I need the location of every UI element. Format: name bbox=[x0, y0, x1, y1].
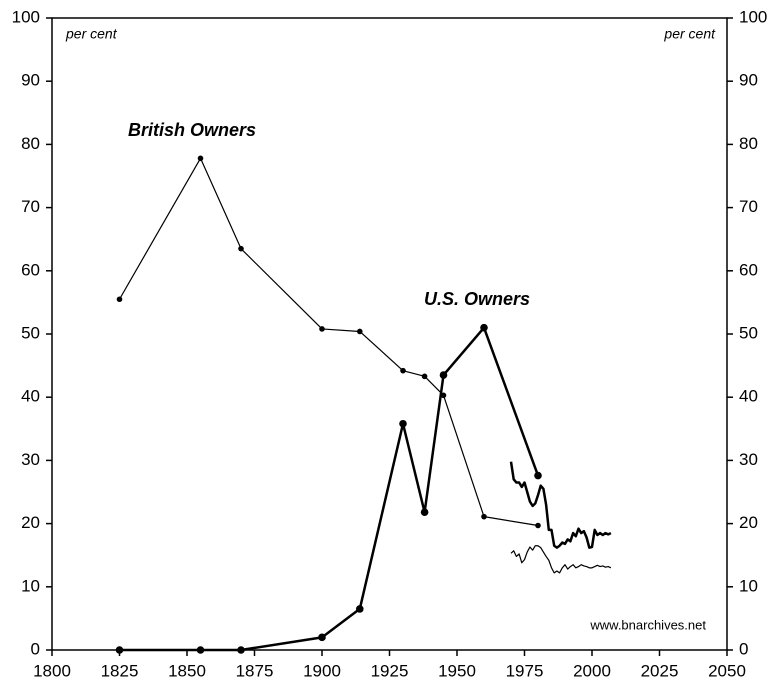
x-tick-label: 1800 bbox=[33, 661, 71, 680]
point bbox=[197, 155, 204, 162]
x-tick-label: 2000 bbox=[573, 661, 611, 680]
series-name: British Owners bbox=[128, 120, 256, 140]
point bbox=[357, 328, 363, 335]
y2-tick-label: 40 bbox=[739, 387, 758, 406]
series-line bbox=[509, 461, 612, 549]
point bbox=[196, 646, 205, 654]
x-tick-label: 1900 bbox=[303, 661, 341, 680]
y2-tick-label: 70 bbox=[739, 197, 758, 216]
y2-tick-label: 90 bbox=[739, 71, 758, 90]
y-tick-label: 20 bbox=[21, 513, 40, 532]
point bbox=[319, 326, 325, 332]
point bbox=[318, 633, 326, 642]
y2-tick-label: 20 bbox=[739, 513, 758, 532]
point bbox=[116, 296, 123, 303]
point bbox=[356, 605, 364, 613]
y-tick-label: 30 bbox=[21, 450, 40, 469]
y2-tick-label: 0 bbox=[739, 639, 748, 658]
y2-axis-label: per cent bbox=[663, 26, 716, 42]
series-name: U.S. Owners bbox=[424, 289, 530, 309]
x-tick-label: 2025 bbox=[641, 661, 679, 680]
x-tick-label: 2050 bbox=[708, 661, 746, 680]
point bbox=[534, 471, 542, 480]
point bbox=[115, 646, 124, 654]
y-tick-label: 10 bbox=[21, 576, 40, 595]
point bbox=[399, 419, 407, 428]
y-tick-label: 50 bbox=[21, 323, 40, 342]
point bbox=[481, 513, 487, 520]
point bbox=[238, 245, 244, 252]
y2-tick-label: 10 bbox=[739, 576, 758, 595]
x-tick-label: 1875 bbox=[236, 661, 274, 680]
y2-tick-label: 30 bbox=[739, 450, 758, 469]
y-tick-label: 100 bbox=[12, 7, 40, 26]
point bbox=[439, 371, 448, 379]
y-tick-label: 70 bbox=[21, 197, 40, 216]
point bbox=[400, 367, 406, 374]
y-tick-label: 90 bbox=[21, 71, 40, 90]
x-tick-label: 1850 bbox=[168, 661, 206, 680]
plot-frame bbox=[51, 17, 728, 651]
y-tick-label: 80 bbox=[21, 134, 40, 153]
y2-tick-label: 50 bbox=[739, 323, 758, 342]
point bbox=[535, 522, 541, 529]
y-tick-label: 0 bbox=[31, 639, 40, 658]
x-tick-label: 1925 bbox=[371, 661, 409, 680]
y-tick-label: 40 bbox=[21, 387, 40, 406]
y-tick-label: 60 bbox=[21, 260, 40, 279]
x-tick-label: 1950 bbox=[438, 661, 476, 680]
point bbox=[237, 646, 245, 654]
point bbox=[420, 508, 429, 517]
source: www.bnarchives.net bbox=[589, 617, 706, 632]
y2-tick-label: 100 bbox=[739, 7, 767, 26]
point bbox=[421, 373, 428, 380]
x-tick-label: 1975 bbox=[506, 661, 544, 680]
series-line bbox=[510, 545, 612, 574]
y2-tick-label: 60 bbox=[739, 260, 758, 279]
y2-tick-label: 80 bbox=[739, 134, 758, 153]
series-line bbox=[118, 157, 539, 527]
y-axis-label: per cent bbox=[65, 26, 118, 42]
x-tick-label: 1825 bbox=[101, 661, 139, 680]
point bbox=[480, 323, 488, 332]
series-line bbox=[119, 326, 540, 652]
